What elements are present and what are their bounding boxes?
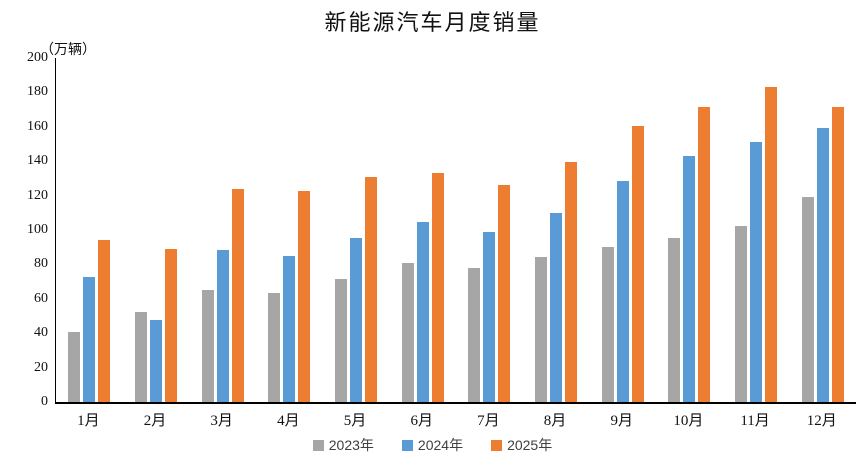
legend-item-2025年: 2025年 [491,435,552,455]
bar-2023年-2月 [135,311,147,402]
bar-2025年-6月 [431,173,444,402]
legend-swatch-2023年 [312,439,324,451]
bar-2025年-5月 [365,177,378,402]
y-tick-80: 80 [34,256,48,272]
bar-2025年-2月 [165,248,177,402]
bar-2023年-6月 [401,263,414,402]
bar-group-7月 [456,58,523,402]
bar-2023年-12月 [801,197,814,402]
y-tick-0: 0 [41,394,48,409]
bar-2024年-12月 [816,127,829,402]
x-label-5月: 5月 [343,413,367,429]
bar-2023年-3月 [201,289,214,402]
bar-2023年-10月 [668,237,681,402]
bar-2025年-12月 [831,107,844,402]
bar-2024年-3月 [216,250,229,402]
bar-group-12月 [789,58,856,402]
x-label-10月: 10月 [673,413,704,429]
bar-2024年-10月 [683,156,696,402]
x-label-2月: 2月 [143,413,167,429]
x-axis-labels: 1月 2月 3月 4月 5月 6月 7月 8月 9月 10月 11月 12月 [55,409,855,430]
bar-group-9月 [589,58,656,402]
bar-group-6月 [389,58,456,402]
legend: 2023年 2024年 2025年 [0,435,865,455]
bar-2023年-9月 [601,246,614,402]
bar-2024年-9月 [616,180,629,402]
bar-2024年-5月 [350,237,363,402]
bar-group-3月 [189,58,256,402]
legend-item-2023年: 2023年 [312,435,374,455]
bar-group-10月 [656,58,723,402]
bar-2024年-11月 [750,141,763,402]
y-tick-140: 140 [27,153,48,169]
y-tick-60: 60 [34,290,48,306]
bar-group-11月 [723,58,790,402]
x-label-8月: 8月 [543,413,567,429]
bar-2023年-11月 [735,225,748,402]
bar-2023年-4月 [268,292,281,402]
legend-swatch-2024年 [401,439,413,451]
x-label-12月: 12月 [806,413,837,429]
bar-2024年-4月 [283,255,296,402]
legend-label-2023年: 2023年 [328,437,374,453]
bar-2023年-1月 [68,331,81,402]
bar-2024年-6月 [416,221,429,402]
bar-2025年-3月 [231,189,244,402]
bar-2025年-8月 [565,162,578,402]
plot-area: 0 20 40 60 80 100 120 140 160 180 200 [27,50,856,409]
y-tick-160: 160 [27,118,48,134]
legend-item-2024年: 2024年 [401,435,464,455]
bar-group-1月 [56,58,123,402]
bar-2025年-1月 [98,239,111,402]
chart-title: 新能源汽车月度销量 [324,10,541,35]
x-label-6月: 6月 [410,413,433,429]
bars-layer [56,58,856,402]
legend-swatch-2025年 [491,439,503,451]
x-label-9月: 9月 [610,413,633,429]
bar-2025年-10月 [698,107,711,402]
y-tick-120: 120 [27,187,48,203]
legend-label-2025年: 2025年 [507,437,553,453]
bar-2023年-8月 [535,256,548,402]
y-tick-200: 200 [27,50,48,65]
bar-2024年-1月 [83,276,96,402]
y-tick-100: 100 [27,222,48,237]
bar-group-8月 [523,58,590,402]
y-axis-unit-label: （万辆） [40,43,96,58]
y-tick-40: 40 [34,325,48,341]
bar-2025年-11月 [765,87,778,402]
x-label-1月: 1月 [77,413,100,429]
bar-group-5月 [323,58,390,402]
bar-2023年-7月 [468,267,481,402]
bar-2025年-7月 [498,184,511,402]
bar-2025年-9月 [631,125,644,402]
bar-2025年-4月 [298,191,311,402]
bar-2024年-7月 [483,231,496,402]
bar-2024年-8月 [550,212,563,402]
y-tick-180: 180 [27,84,48,100]
bar-2024年-2月 [150,319,162,402]
legend-label-2024年: 2024年 [417,437,464,453]
bar-group-4月 [256,58,323,402]
x-label-4月: 4月 [277,413,300,429]
y-tick-20: 20 [34,359,48,375]
x-label-3月: 3月 [210,413,233,429]
x-label-7月: 7月 [477,413,500,429]
x-label-11月: 11月 [740,413,770,429]
bar-2023年-5月 [335,278,348,402]
bar-group-2月 [123,58,190,402]
